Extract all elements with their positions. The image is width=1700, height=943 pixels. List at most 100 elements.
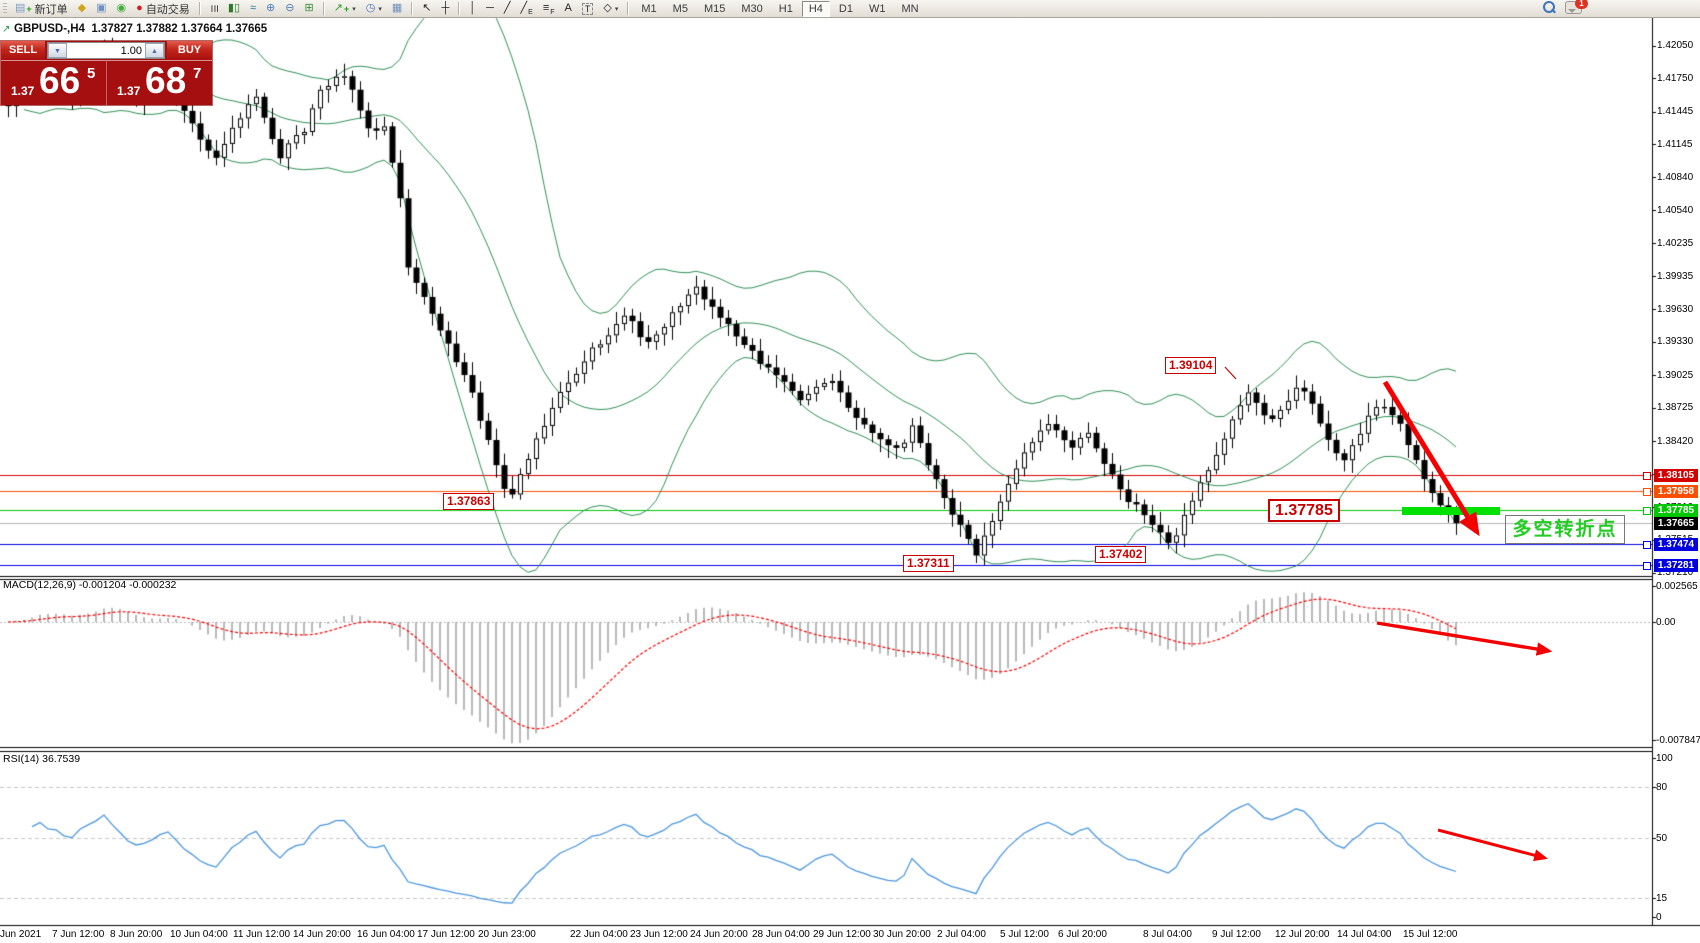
tile-windows-button[interactable]: ⊞ [299,0,318,18]
timeframe-button-mn[interactable]: MN [901,2,919,15]
trendline-icon: ╱ [503,2,511,14]
timeframe-button-w1[interactable]: W1 [868,2,886,15]
plus-icon: + [26,3,32,14]
timeframe-button-m1[interactable]: M1 [641,2,657,15]
fibonacci-button[interactable]: ≡ F [538,0,560,18]
buy-quote[interactable]: 1.37 68 7 [107,60,212,105]
level-price-badge: 1.37474 [1654,537,1698,551]
price-axis-tick: 1.41145 [1657,138,1693,150]
autotrading-icon: ● [136,2,143,14]
channel-button[interactable]: ╱ E [516,0,538,18]
price-axis-tick: 1.40840 [1657,171,1694,183]
price-axis-tick: 1.39935 [1657,270,1694,282]
plus-icon: + [343,3,350,14]
sell-quote[interactable]: 1.37 66 5 [1,60,107,105]
price-axis-tick: 1.37210 [1657,567,1694,579]
date-axis-tick: 16 Jun 04:00 [357,929,415,940]
toolbar: ▤ + 新订单 ◆ ▣ ◉ ● 自动交易 ☰ ▮▯ ≈ ⊕ ⊖ ⊞ ↗ + ▾ ◷ ▾ ▦ ↖ ┼ │ ─ ╱ ╱ E ≡ F A T ◇ ▾ M… [0,0,1700,18]
notification-badge: 1 [1575,0,1588,9]
text-label-button[interactable]: T [577,0,599,18]
autotrading-button[interactable]: ● 自动交易 [131,0,195,18]
templates-button[interactable]: ▦ [387,0,407,18]
macd-label: MACD(12,26,9) -0.001204 -0.000232 [3,579,177,591]
price-callout-label[interactable]: 1.37785 [1268,499,1340,522]
horizontal-line-icon: ─ [486,2,494,14]
timeframe-button-d1[interactable]: D1 [838,2,853,15]
crosshair-button[interactable]: ┼ [436,0,454,18]
new-order-button-label: 新订单 [34,3,68,16]
turning-point-annotation[interactable]: 多空转折点 [1505,515,1625,544]
line-chart-button[interactable]: ≈ [245,0,261,18]
level-price-badge: 1.37958 [1654,484,1698,498]
one-click-trade-panel: SELL ▼ ▲ BUY 1.37 66 5 1.37 68 7 [1,41,212,105]
symbol-marker-icon: ↗ [2,24,11,35]
candlestick-chart-icon: ▮▯ [227,2,240,14]
line-handle[interactable] [1643,507,1651,516]
timeframe-button-h4[interactable]: H4 [801,0,830,17]
rsi-axis-tick: 15 [1656,892,1668,904]
candlestick-chart-button[interactable]: ▮▯ [223,0,245,18]
periods-button[interactable]: ◷ ▾ [361,0,387,18]
current-price-badge: 1.37665 [1654,516,1698,530]
timeframe-button-m5[interactable]: M5 [672,2,688,15]
price-callout-label[interactable]: 1.37402 [1095,546,1147,563]
autotrading-button-label: 自动交易 [145,3,190,16]
price-axis-tick: 1.39025 [1657,369,1694,381]
chevron-down-icon: ▾ [614,5,619,13]
buy-price-big: 68 [145,60,187,101]
price-callout-label[interactable]: 1.37311 [903,555,954,572]
price-axis-tick: 1.41445 [1657,106,1694,118]
price-axis-tick: 1.40235 [1657,237,1694,249]
buy-button[interactable]: BUY [167,41,212,60]
text-button[interactable]: A [560,0,577,18]
date-axis-tick: 29 Jun 12:00 [813,929,871,940]
eraser-icon: ◆ [77,2,87,14]
bar-chart-button[interactable]: ☰ [205,0,223,18]
market-watch-button[interactable]: ▣ [91,0,111,18]
text-label-icon: T [581,2,594,15]
signals-button[interactable]: ◉ [112,0,132,18]
date-axis-tick: 28 Jun 04:00 [752,929,810,940]
chat-icon[interactable]: 1 [1565,0,1588,14]
zoom-in-button[interactable]: ⊕ [261,0,280,18]
toolbar-separator [322,2,325,15]
price-callout-label[interactable]: 1.39104 [1165,357,1217,374]
sell-price-pip: 5 [87,65,96,82]
cursor-button[interactable]: ↖ [417,0,436,18]
sell-price-base: 1.37 [11,84,35,98]
sell-button[interactable]: SELL [1,41,45,60]
volume-input[interactable] [67,43,145,58]
new-order-icon: ▤ [15,2,26,14]
volume-decrease-button[interactable]: ▼ [48,43,67,58]
line-handle[interactable] [1643,541,1651,550]
new-order-button[interactable]: ▤ + 新订单 [10,0,73,18]
timeframe-button-m30[interactable]: M30 [741,2,763,15]
eraser-button[interactable]: ◆ [73,0,91,18]
vertical-line-button[interactable]: │ [464,0,481,18]
indicators-button[interactable]: ↗ + ▾ [329,0,361,18]
shapes-button[interactable]: ◇ ▾ [598,0,623,18]
market-watch-icon: ▣ [96,2,107,14]
price-axis-tick: 1.38420 [1657,435,1694,447]
timeframe-button-m15[interactable]: M15 [703,2,726,15]
line-handle[interactable] [1643,488,1651,497]
toolbar-separator [627,2,630,15]
date-axis-tick: 8 Jun 20:00 [110,929,163,940]
line-handle[interactable] [1643,562,1651,571]
search-icon[interactable] [1543,1,1556,14]
line-handle[interactable] [1643,472,1651,481]
date-axis-tick: 9 Jul 12:00 [1212,929,1261,940]
sub-letter: E [528,9,533,16]
price-callout-label[interactable]: 1.37863 [443,493,495,510]
horizontal-line-button[interactable]: ─ [481,0,499,18]
support-highlight-bar[interactable] [1402,507,1500,515]
symbol-ohlc-line: GBPUSD-,H4 1.37827 1.37882 1.37664 1.376… [14,23,267,35]
volume-increase-button[interactable]: ▲ [145,43,164,58]
date-axis-tick: 12 Jul 20:00 [1275,929,1330,940]
trendline-button[interactable]: ╱ [499,0,516,18]
zoom-out-button[interactable]: ⊖ [280,0,299,18]
toolbar-separator [411,2,414,15]
timeframe-button-h1[interactable]: H1 [778,2,793,15]
date-axis-tick: 7 Jun 12:00 [52,929,105,940]
